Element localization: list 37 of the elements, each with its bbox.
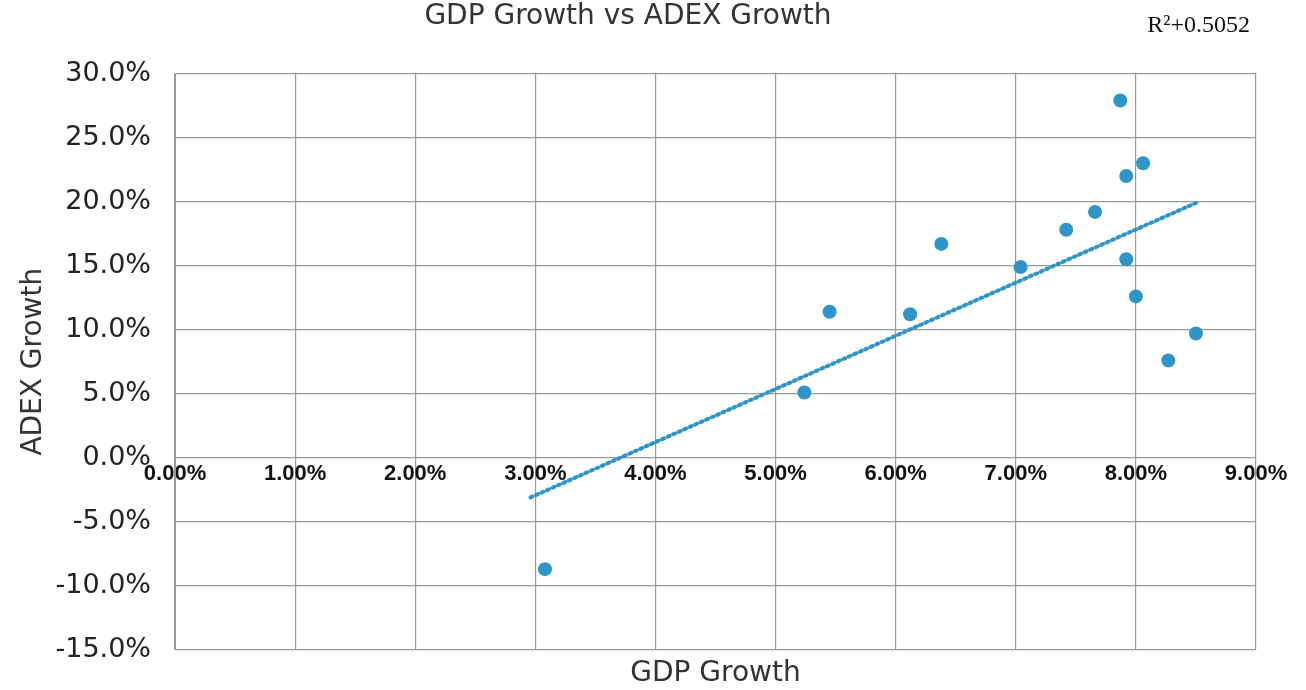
point	[537, 562, 552, 577]
x-tick-label: 4.00%	[624, 460, 687, 485]
y-tick-label: 25.0%	[65, 119, 151, 151]
point	[797, 385, 812, 400]
point	[1119, 169, 1134, 184]
point	[1119, 252, 1134, 267]
point	[934, 236, 949, 251]
text: R²+0.5052	[1147, 11, 1250, 38]
x-tick-label: 7.00%	[984, 460, 1047, 485]
point	[1059, 222, 1074, 237]
point	[1013, 259, 1028, 274]
y-tick-label: 20.0%	[65, 183, 151, 215]
x-tick-label: 1.00%	[263, 460, 327, 485]
x-tick-label: 2.00%	[384, 460, 447, 485]
y-tick-label: 30.0%	[65, 55, 151, 87]
x-tick-label: 5.00%	[744, 460, 807, 485]
y-tick-label: -5.0%	[72, 503, 151, 535]
y-tick-label: 10.0%	[65, 311, 151, 343]
y-tick-label: 15.0%	[65, 247, 151, 279]
y-tick-label: -10.0%	[55, 567, 151, 599]
x-tick-label: 3.00%	[504, 460, 567, 485]
point	[1161, 353, 1176, 368]
y-tick-label: -15.0%	[55, 631, 151, 663]
point	[1188, 326, 1203, 341]
x-tick-label: 9.00%	[1224, 460, 1288, 485]
point	[1136, 156, 1151, 171]
x-tick-label: 6.00%	[864, 460, 927, 485]
x-axis-title: GDP Growth	[630, 655, 801, 689]
x-tick-label: 8.00%	[1104, 460, 1168, 485]
point	[1113, 93, 1128, 108]
y-axis-title: ADEX Growth	[15, 267, 49, 456]
point	[822, 304, 837, 319]
y-tick-label: 5.0%	[82, 375, 151, 407]
point	[1088, 204, 1103, 219]
point	[903, 307, 918, 322]
point	[1128, 289, 1143, 304]
chart-title: GDP Growth vs ADEX Growth	[424, 0, 832, 32]
